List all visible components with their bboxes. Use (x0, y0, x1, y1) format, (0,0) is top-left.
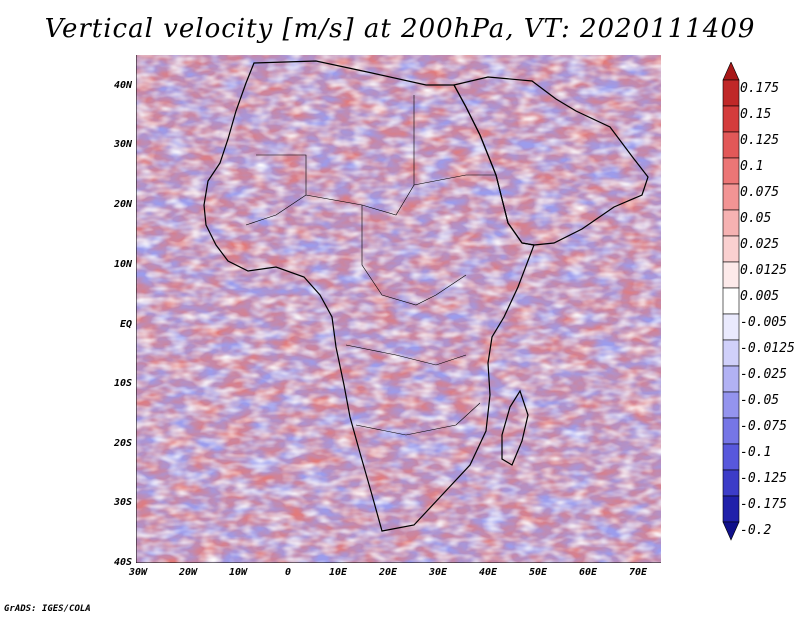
lat-label: EQ (119, 319, 132, 330)
near-zero-velocity-field (136, 55, 661, 563)
colorbar-segment (722, 235, 740, 263)
colorbar-label: 0.025 (740, 237, 780, 252)
colorbar-label: -0.2 (740, 523, 772, 538)
lon-label: 10E (328, 567, 348, 578)
colorbar-segment (722, 157, 740, 185)
lon-label: 40E (478, 567, 498, 578)
lon-label: 50E (528, 567, 548, 578)
lat-label: 30N (113, 139, 132, 150)
colorbar-top-arrow (722, 62, 740, 81)
colorbar-label: 0.1 (740, 159, 764, 174)
colorbar-segment (722, 313, 740, 341)
lon-label: 30W (128, 567, 148, 578)
lon-label: 20E (378, 567, 398, 578)
colorbar-label: 0.05 (740, 211, 772, 226)
colorbar-label: -0.05 (740, 393, 780, 408)
lon-label: 70E (628, 567, 648, 578)
colorbar-segment (722, 339, 740, 367)
colorbar-label: -0.125 (740, 471, 787, 486)
footer-credit: GrADS: IGES/COLA (4, 604, 91, 614)
colorbar-bottom-arrow (722, 521, 740, 541)
lat-label: 20N (113, 199, 132, 210)
colorbar-label: -0.025 (740, 367, 787, 382)
lon-label: 30E (428, 567, 448, 578)
lat-label: 40S (113, 557, 132, 568)
lat-label: 20S (113, 438, 132, 449)
colorbar-label: -0.175 (740, 497, 787, 512)
colorbar-segment (722, 365, 740, 393)
colorbar-segment (722, 495, 740, 523)
lon-label: 0 (284, 567, 292, 578)
colorbar-segment (722, 391, 740, 419)
colorbar-segment (722, 105, 740, 133)
colorbar-segment (722, 469, 740, 497)
colorbar-label: -0.005 (740, 315, 787, 330)
colorbar-label: 0.125 (740, 133, 780, 148)
map-title: Vertical velocity [m/s] at 200hPa, VT: 2… (44, 14, 756, 44)
lat-label: 10N (113, 259, 132, 270)
colorbar-label: -0.075 (740, 419, 787, 434)
velocity-map (136, 55, 661, 563)
colorbar-segment (722, 131, 740, 159)
colorbar-label: -0.0125 (740, 341, 795, 356)
colorbar-segment (722, 209, 740, 237)
colorbar-label: 0.175 (740, 81, 780, 96)
colorbar-label: 0.075 (740, 185, 780, 200)
colorbar-label: 0.15 (740, 107, 772, 122)
country-borders (245, 95, 496, 436)
lat-label: 40N (113, 80, 132, 91)
colorbar-segment (722, 79, 740, 107)
colorbar-segment (722, 183, 740, 211)
colorbar-label: 0.0125 (740, 263, 787, 278)
lon-label: 10W (228, 567, 248, 578)
lon-label: 20W (178, 567, 198, 578)
lat-label: 10S (113, 378, 132, 389)
lon-label: 60E (578, 567, 598, 578)
colorbar-label: 0.005 (740, 289, 780, 304)
colorbar-segment (722, 443, 740, 471)
colorbar-label: -0.1 (740, 445, 772, 460)
colorbar-segment (722, 417, 740, 445)
colorbar (722, 62, 740, 541)
colorbar-segment (722, 261, 740, 289)
colorbar-segment (722, 287, 740, 315)
lat-label: 30S (113, 497, 132, 508)
